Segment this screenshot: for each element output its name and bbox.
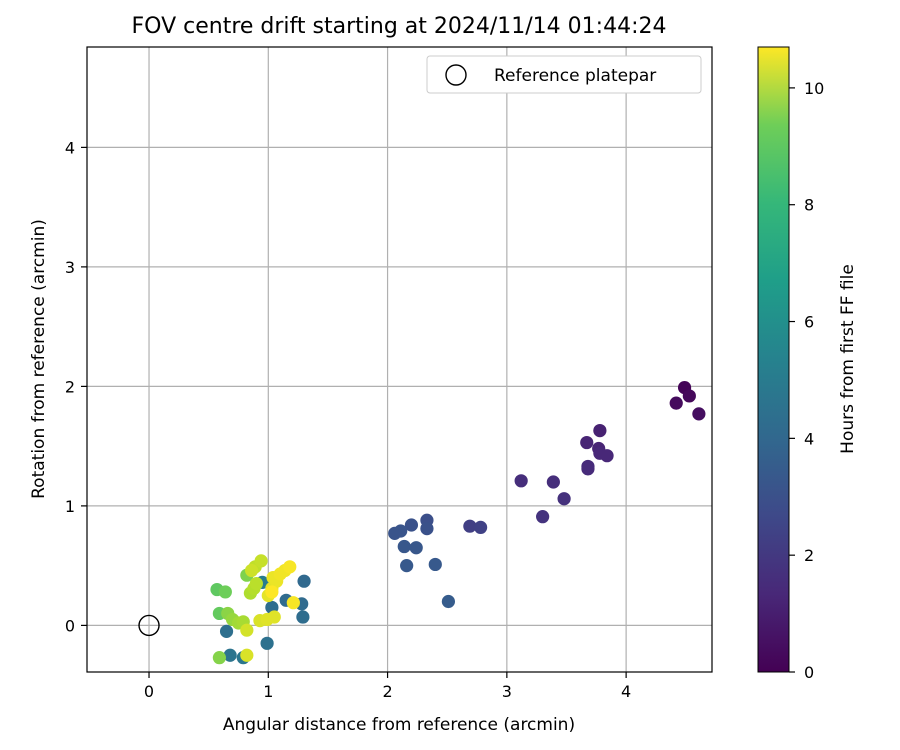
colorbar-ticks: 0 2 4 6 8 10 — [789, 79, 824, 682]
colorbar-tick-label: 0 — [804, 663, 814, 682]
y-axis-label: Rotation from reference (arcmin) — [29, 219, 49, 499]
data-point — [514, 474, 528, 488]
data-point — [404, 518, 419, 532]
data-point — [388, 526, 402, 540]
data-point — [240, 648, 254, 662]
data-point — [463, 519, 477, 533]
legend-box — [426, 55, 702, 94]
x-tick-label: 1 — [263, 682, 273, 701]
y-tick-label: 2 — [65, 377, 75, 396]
data-point — [218, 585, 232, 599]
data-point — [267, 610, 281, 624]
reference-marker-layer — [138, 614, 160, 637]
data-point — [474, 520, 488, 535]
colorbar-gradient — [757, 46, 790, 673]
x-tick-label: 4 — [621, 682, 631, 701]
data-point — [441, 594, 456, 609]
colorbar-tick-label: 8 — [804, 196, 814, 215]
data-point — [400, 559, 414, 573]
data-point — [397, 539, 411, 554]
x-axis-label: Angular distance from reference (arcmin) — [223, 715, 575, 735]
y-tick-label: 0 — [65, 616, 75, 635]
x-tick-label: 3 — [502, 682, 512, 701]
legend-open-circle-icon — [445, 64, 467, 86]
y-tick-label: 1 — [65, 497, 75, 516]
colorbar-tick-label: 6 — [804, 313, 814, 332]
reference-platepar-marker — [138, 614, 160, 637]
data-point — [249, 576, 263, 591]
data-point — [557, 492, 571, 506]
data-point — [223, 648, 237, 662]
data-point — [692, 407, 706, 421]
data-point — [546, 475, 560, 489]
data-point — [244, 563, 259, 578]
x-tick-label: 0 — [144, 682, 154, 701]
y-tick-label: 4 — [65, 138, 75, 157]
data-point — [283, 560, 297, 574]
data-point — [212, 651, 226, 665]
grid-lines — [87, 47, 712, 672]
data-point — [593, 424, 607, 438]
data-point — [428, 557, 442, 572]
colorbar-tick-label: 2 — [804, 546, 814, 565]
colorbar-label: Hours from first FF file — [838, 264, 858, 454]
data-point — [265, 585, 279, 599]
colorbar-tick-label: 4 — [804, 429, 814, 448]
y-axis-ticks: 0 1 2 3 4 — [65, 138, 87, 635]
x-tick-label: 2 — [382, 682, 392, 701]
legend: Reference platepar — [426, 55, 702, 94]
y-tick-label: 3 — [65, 258, 75, 277]
data-point — [297, 574, 311, 588]
data-point — [409, 541, 423, 555]
data-point — [260, 636, 274, 650]
data-point — [669, 396, 683, 410]
data-point — [581, 462, 595, 476]
data-point — [536, 510, 550, 524]
chart-title: FOV centre drift starting at 2024/11/14 … — [132, 14, 667, 39]
data-point — [682, 389, 696, 403]
colorbar-tick-label: 10 — [804, 79, 824, 98]
data-point — [296, 610, 310, 624]
data-point — [240, 623, 254, 637]
x-axis-ticks: 0 1 2 3 4 — [144, 672, 631, 701]
data-point — [254, 554, 268, 568]
data-point — [580, 435, 594, 450]
legend-label: Reference platepar — [494, 66, 656, 86]
data-point — [286, 596, 300, 610]
data-points — [210, 380, 706, 665]
colorbar: 0 2 4 6 8 10 Hours from first FF file — [757, 46, 858, 682]
plot-area-frame — [86, 46, 713, 673]
data-point — [219, 624, 234, 638]
data-point — [420, 521, 434, 536]
data-point — [600, 449, 614, 463]
